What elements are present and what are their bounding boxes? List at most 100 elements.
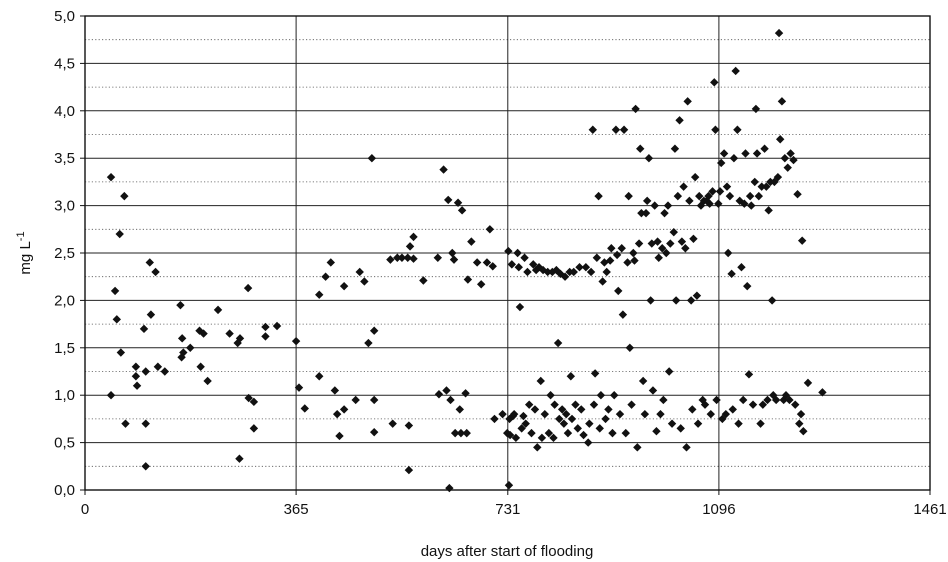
- data-point: [514, 263, 523, 272]
- data-point: [760, 144, 769, 153]
- data-point: [660, 208, 669, 218]
- data-point: [121, 419, 130, 428]
- data-point: [557, 405, 567, 414]
- data-point: [618, 310, 628, 319]
- data-point: [335, 431, 344, 441]
- data-point: [659, 395, 668, 405]
- data-point: [511, 433, 521, 443]
- data-point: [482, 258, 492, 267]
- data-point: [750, 177, 759, 187]
- data-point: [527, 428, 536, 438]
- data-point: [818, 388, 827, 397]
- data-point: [611, 125, 621, 134]
- data-point: [529, 260, 538, 269]
- data-point: [509, 409, 519, 419]
- data-point: [177, 353, 186, 362]
- data-point: [507, 260, 517, 269]
- data-point: [656, 409, 665, 419]
- data-point: [586, 267, 596, 277]
- data-point: [612, 250, 622, 260]
- data-point: [715, 187, 725, 196]
- data-point: [579, 430, 588, 440]
- data-point: [112, 315, 122, 324]
- data-point: [763, 395, 772, 405]
- major-gridlines: [85, 16, 930, 490]
- data-point: [449, 255, 459, 264]
- data-point: [456, 428, 466, 438]
- y-tick-label: 0,0: [54, 482, 75, 499]
- data-point: [721, 409, 731, 419]
- data-point: [524, 400, 534, 409]
- data-point: [453, 198, 463, 207]
- data-point: [637, 208, 646, 218]
- data-point: [688, 405, 697, 414]
- data-point: [196, 362, 205, 371]
- data-point: [653, 237, 662, 246]
- data-point: [780, 154, 790, 163]
- data-point: [355, 267, 364, 277]
- data-point: [555, 414, 564, 424]
- data-point: [771, 395, 781, 405]
- data-point: [519, 411, 528, 421]
- data-point: [585, 419, 594, 428]
- y-tick-label: 4,0: [54, 103, 75, 120]
- data-point: [789, 155, 798, 165]
- data-point: [549, 433, 558, 443]
- data-point: [718, 414, 727, 424]
- data-point: [648, 386, 658, 395]
- data-point: [745, 191, 755, 201]
- data-point: [530, 405, 540, 414]
- data-point: [756, 419, 765, 428]
- data-point: [671, 296, 681, 305]
- data-point: [743, 281, 752, 291]
- data-point: [543, 267, 552, 277]
- data-point: [676, 424, 685, 433]
- data-point: [272, 321, 282, 331]
- y-axis-title-unit: mg L: [17, 241, 34, 274]
- data-point: [446, 395, 455, 405]
- data-point: [690, 172, 700, 182]
- data-point: [177, 334, 187, 343]
- data-point: [644, 154, 654, 163]
- data-point: [367, 154, 377, 163]
- data-point: [604, 405, 613, 414]
- data-point: [767, 296, 777, 305]
- data-point: [521, 419, 530, 428]
- data-point: [617, 244, 626, 253]
- data-point: [235, 454, 244, 463]
- data-point: [546, 391, 555, 400]
- data-point: [291, 336, 301, 346]
- data-point: [728, 405, 737, 414]
- data-point: [195, 326, 204, 335]
- data-point: [351, 395, 360, 405]
- data-point: [225, 329, 234, 338]
- data-point: [531, 265, 541, 275]
- data-point: [711, 125, 720, 134]
- data-point: [596, 391, 606, 400]
- data-point: [498, 409, 507, 419]
- data-point: [131, 362, 141, 371]
- data-point: [590, 369, 600, 378]
- data-point: [550, 400, 559, 409]
- y-tick-label: 2,5: [54, 245, 75, 262]
- data-point: [575, 263, 584, 272]
- data-point: [397, 253, 407, 262]
- data-point: [132, 381, 142, 390]
- data-point: [567, 414, 577, 424]
- data-point: [577, 405, 586, 414]
- data-point: [261, 332, 270, 341]
- x-tick-label: 0: [81, 501, 89, 518]
- data-point: [393, 253, 402, 262]
- data-point: [638, 376, 648, 386]
- data-point: [505, 430, 515, 440]
- data-point: [513, 248, 522, 258]
- y-axis-tick-labels: 0,0 0,5 1,0 1,5 2,0 2,5 3,0 3,5 4,0 4,5 5,0: [54, 8, 85, 499]
- data-point: [737, 263, 746, 272]
- data-point: [120, 191, 129, 201]
- data-point: [419, 276, 428, 285]
- data-point: [783, 163, 792, 172]
- data-point: [548, 267, 557, 277]
- data-point: [249, 424, 259, 433]
- data-point: [533, 443, 542, 452]
- x-axis-tick-labels: 0 365 731 1096 1461: [81, 490, 947, 518]
